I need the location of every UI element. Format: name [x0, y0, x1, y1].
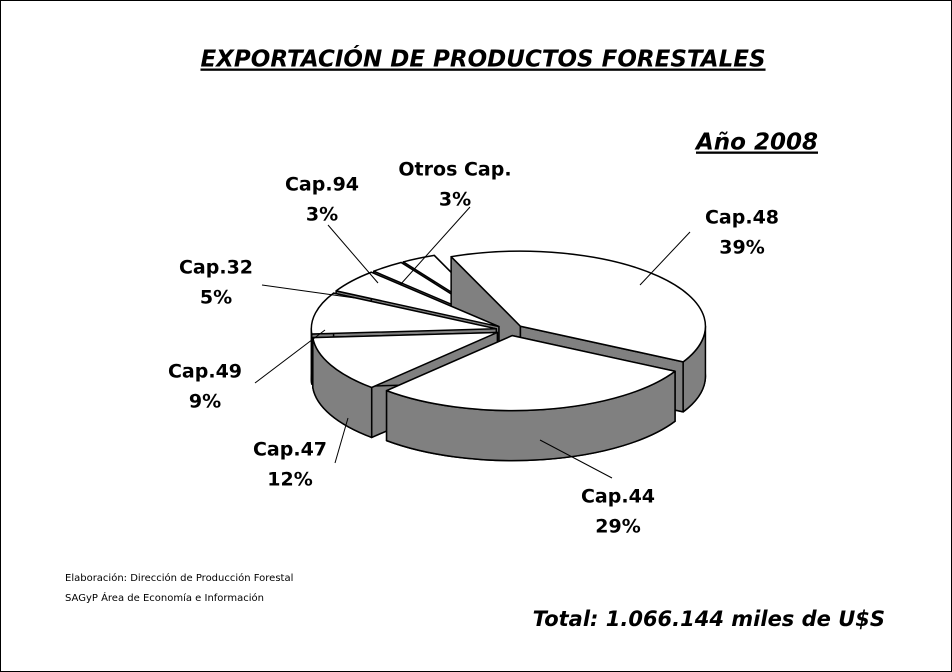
slice — [385, 334, 676, 412]
total: Total: 1.066.144 miles de U$S — [533, 607, 885, 631]
slice-label: Cap.44 — [581, 486, 655, 508]
note: Elaboración: Dirección de Producción For… — [65, 572, 293, 584]
slice — [450, 250, 707, 363]
leader-line — [639, 231, 691, 286]
leader-line — [399, 206, 471, 286]
leader-line — [261, 284, 356, 299]
chart-title: EXPORTACIÓN DE PRODUCTOS FORESTALES — [200, 45, 765, 73]
value-label: 3% — [439, 189, 471, 211]
chart-subtitle: Año 2008 — [694, 130, 818, 156]
value-label: 3% — [306, 204, 338, 226]
leader-line — [254, 329, 326, 384]
slice — [335, 271, 500, 328]
note: SAGyP Área de Economía e Información — [65, 591, 264, 604]
value-label: 9% — [189, 391, 221, 413]
value-label: 12% — [267, 469, 312, 491]
slice-group — [385, 334, 676, 462]
value-label: 29% — [595, 516, 640, 538]
leader-line — [327, 224, 379, 284]
leader-line — [539, 439, 613, 479]
pie — [310, 250, 707, 462]
value-label: 5% — [200, 287, 232, 309]
slice-label: Cap.49 — [168, 361, 242, 383]
labels: Cap.48 39% Cap.44 29% Cap.47 12% Cap.49 9% Cap.3… — [168, 159, 779, 538]
slice — [312, 331, 499, 389]
slice-label: Cap.94 — [285, 174, 359, 196]
slice-label: Cap.32 — [179, 257, 253, 279]
value-label: 39% — [719, 237, 764, 259]
slice-label: Cap.48 — [705, 207, 779, 229]
slice-label: Otros Cap. — [398, 159, 511, 181]
leader-line — [334, 417, 349, 464]
slice-label: Cap.47 — [253, 439, 327, 461]
